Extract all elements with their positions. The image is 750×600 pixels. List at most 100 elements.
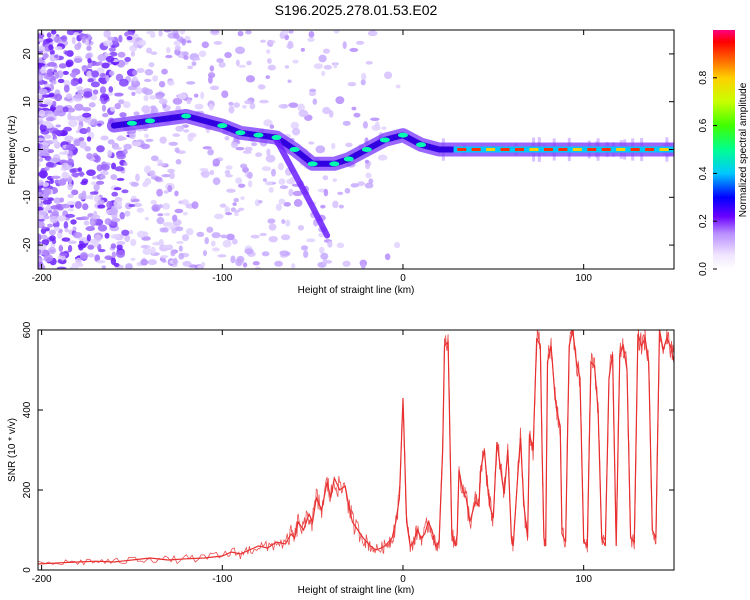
- noise-speck: [293, 199, 303, 207]
- noise-speck: [116, 152, 126, 160]
- noise-speck: [116, 177, 125, 181]
- noise-speck: [308, 30, 315, 38]
- noise-speck: [347, 81, 357, 87]
- noise-speck: [175, 159, 182, 165]
- snr-panel: -200 -100 0 100 600 400 200 0 SNR (10 * v/v) He…: [7, 321, 675, 596]
- noise-speck: [202, 146, 212, 150]
- noise-speck: [241, 104, 247, 109]
- noise-speck: [291, 263, 296, 269]
- noise-speck: [333, 62, 338, 69]
- noise-speck: [117, 51, 126, 58]
- noise-speck: [250, 234, 260, 239]
- ridge-blob: [307, 161, 318, 167]
- noise-speck: [144, 133, 149, 139]
- noise-speck: [67, 240, 77, 245]
- noise-speck: [102, 112, 109, 118]
- noise-speck: [315, 145, 326, 154]
- noise-speck: [109, 51, 118, 57]
- noise-speck: [209, 170, 215, 176]
- snr-xtick-label: -100: [212, 574, 232, 585]
- noise-speck: [336, 242, 345, 249]
- noise-speck: [133, 111, 140, 116]
- noise-speck: [142, 247, 152, 255]
- noise-speck: [67, 175, 73, 184]
- noise-speck: [77, 167, 83, 172]
- noise-speck: [97, 224, 108, 232]
- noise-speck: [158, 98, 168, 105]
- noise-speck: [258, 200, 263, 204]
- ridge-blob: [343, 156, 354, 162]
- noise-speck: [115, 249, 126, 258]
- noise-speck: [228, 105, 235, 114]
- noise-speck: [321, 70, 326, 77]
- noise-speck: [308, 141, 315, 145]
- noise-speck: [69, 72, 77, 78]
- noise-speck: [291, 127, 301, 136]
- noise-speck: [172, 214, 178, 222]
- noise-speck: [246, 171, 253, 179]
- noise-speck: [77, 243, 87, 249]
- noise-speck: [77, 88, 84, 96]
- noise-speck: [144, 177, 152, 185]
- noise-speck: [140, 143, 151, 150]
- noise-speck: [283, 201, 291, 207]
- noise-speck: [160, 255, 169, 259]
- noise-speck: [67, 244, 73, 253]
- noise-speck: [66, 93, 73, 100]
- noise-speck: [177, 93, 187, 100]
- noise-speck: [78, 171, 85, 177]
- ridge-blob: [145, 118, 156, 124]
- noise-speck: [163, 190, 169, 194]
- noise-speck: [83, 220, 90, 226]
- noise-speck: [269, 124, 275, 129]
- colorbar-tick-label: 0.2: [698, 214, 709, 228]
- noise-speck: [309, 88, 317, 93]
- noise-speck: [275, 203, 283, 211]
- noise-speck: [49, 215, 58, 224]
- noise-speck: [40, 67, 47, 74]
- noise-speck: [54, 71, 59, 79]
- noise-speck: [266, 49, 271, 54]
- noise-speck: [175, 240, 184, 245]
- noise-speck: [136, 68, 145, 74]
- noise-speck: [133, 202, 143, 208]
- noise-speck: [331, 142, 336, 150]
- noise-speck: [65, 61, 72, 68]
- noise-speck: [325, 259, 333, 264]
- noise-speck: [88, 193, 94, 200]
- noise-speck: [105, 55, 115, 63]
- noise-speck: [370, 117, 380, 121]
- noise-speck: [43, 134, 52, 139]
- noise-speck: [148, 62, 155, 68]
- noise-speck: [71, 189, 79, 196]
- spectrogram-y-label: Frequency (Hz): [7, 116, 18, 185]
- noise-speck: [52, 129, 63, 135]
- noise-speck: [281, 219, 286, 224]
- noise-speck: [86, 234, 91, 242]
- noise-speck: [268, 187, 274, 193]
- noise-speck: [212, 158, 220, 167]
- noise-speck: [281, 30, 289, 36]
- noise-speck: [224, 136, 230, 141]
- noise-speck: [43, 254, 54, 263]
- noise-speck: [38, 62, 42, 70]
- noise-speck: [360, 79, 366, 86]
- noise-speck: [143, 78, 152, 82]
- noise-speck: [193, 93, 199, 98]
- noise-speck: [152, 75, 159, 82]
- noise-speck: [53, 36, 62, 43]
- noise-speck: [43, 188, 52, 196]
- noise-speck: [45, 116, 55, 122]
- noise-speck: [91, 175, 97, 180]
- noise-speck: [259, 99, 269, 104]
- noise-speck: [197, 265, 203, 269]
- noise-speck: [146, 47, 153, 54]
- noise-speck: [78, 236, 88, 242]
- noise-speck: [63, 126, 72, 132]
- noise-speck: [114, 166, 125, 172]
- noise-speck: [59, 252, 68, 257]
- noise-speck: [367, 30, 378, 37]
- noise-speck: [268, 223, 277, 231]
- noise-speck: [206, 226, 214, 233]
- noise-speck: [175, 226, 184, 232]
